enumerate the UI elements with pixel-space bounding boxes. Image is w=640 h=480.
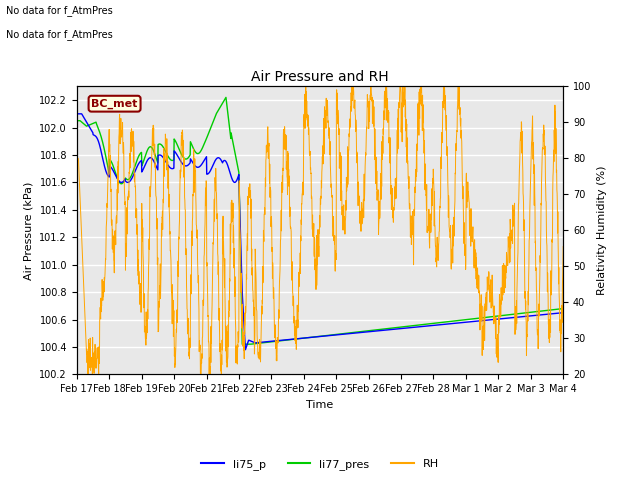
Y-axis label: Relativity Humidity (%): Relativity Humidity (%) xyxy=(597,166,607,295)
Text: BC_met: BC_met xyxy=(92,98,138,109)
Text: No data for f_AtmPres: No data for f_AtmPres xyxy=(6,29,113,40)
Title: Air Pressure and RH: Air Pressure and RH xyxy=(251,70,389,84)
Legend: li75_p, li77_pres, RH: li75_p, li77_pres, RH xyxy=(197,455,443,474)
Y-axis label: Air Pressure (kPa): Air Pressure (kPa) xyxy=(24,181,34,279)
Text: No data for f_AtmPres: No data for f_AtmPres xyxy=(6,5,113,16)
X-axis label: Time: Time xyxy=(307,400,333,409)
